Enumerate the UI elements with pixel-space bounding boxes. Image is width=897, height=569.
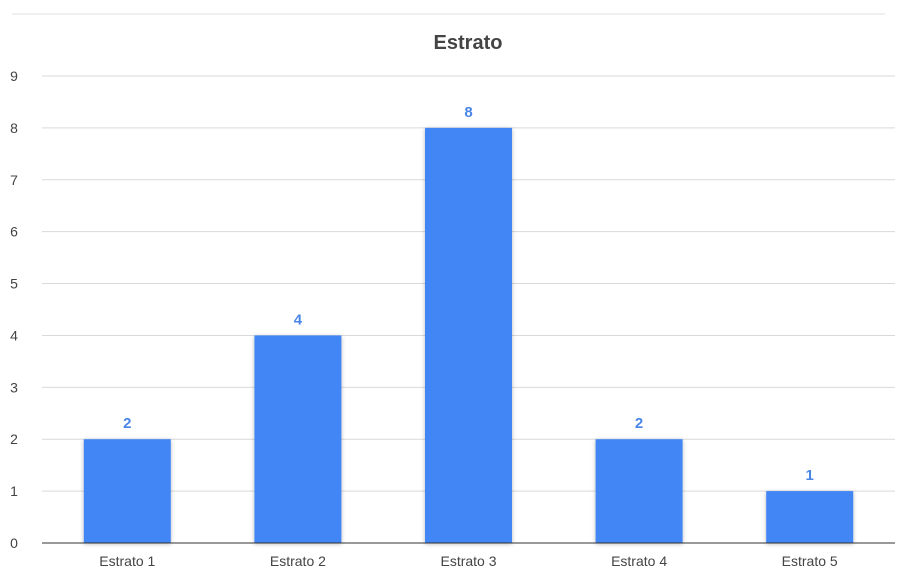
y-tick-label: 5: [10, 276, 18, 292]
y-axis-ticks: 0 1 2 3 4 5 6 7 8 9: [10, 68, 18, 551]
data-label: 1: [806, 467, 814, 484]
y-tick-label: 1: [10, 483, 18, 499]
x-tick-label: Estrato 5: [782, 553, 838, 569]
bar: [595, 439, 683, 543]
x-tick-label: Estrato 4: [611, 553, 667, 569]
data-label: 4: [294, 311, 303, 328]
data-label: 2: [635, 415, 643, 432]
bar: [766, 491, 854, 543]
y-tick-label: 9: [10, 68, 18, 84]
y-tick-label: 0: [10, 535, 18, 551]
bars: [83, 127, 854, 543]
x-axis-ticks: Estrato 1 Estrato 2 Estrato 3 Estrato 4 Estr…: [99, 553, 838, 569]
bar: [425, 127, 512, 543]
x-tick-label: Estrato 3: [440, 553, 496, 569]
x-tick-label: Estrato 1: [99, 553, 155, 569]
chart-title: Estrato: [434, 32, 503, 54]
y-tick-label: 3: [10, 379, 18, 395]
data-label: 2: [123, 415, 131, 432]
data-labels: 2 4 8 2 1: [123, 104, 814, 484]
y-tick-label: 2: [10, 431, 18, 447]
y-tick-label: 6: [10, 224, 18, 240]
y-tick-label: 7: [10, 172, 18, 188]
x-tick-label: Estrato 2: [270, 553, 326, 569]
data-label: 8: [464, 104, 472, 121]
bar: [83, 439, 171, 543]
y-tick-label: 4: [10, 327, 18, 343]
bar: [254, 335, 342, 543]
y-tick-label: 8: [10, 120, 18, 136]
